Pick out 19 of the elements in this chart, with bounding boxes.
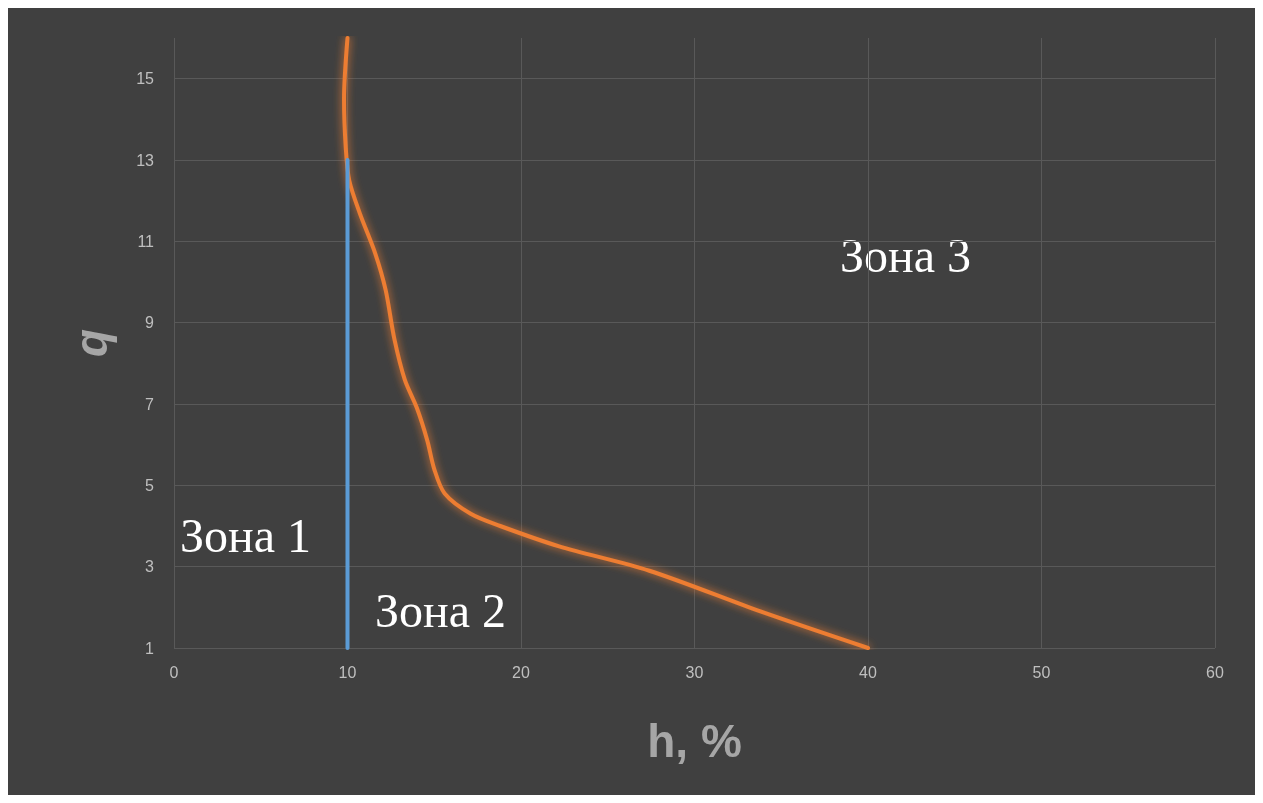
annotation: Зона 1: [180, 508, 312, 562]
x-tick-label: 20: [512, 663, 530, 681]
x-tick-label: 30: [685, 663, 704, 681]
y-tick-label: 11: [137, 232, 155, 250]
y-tick-label: 9: [145, 314, 155, 332]
x-tick-label: 10: [338, 663, 357, 681]
y-tick-label: 7: [145, 395, 155, 413]
x-tick-label: 40: [859, 663, 877, 681]
x-tick-label: 60: [1206, 663, 1224, 681]
x-tick-label: 50: [1032, 663, 1051, 681]
y-tick-label: 3: [145, 558, 155, 576]
annotation: Зона 2: [375, 583, 507, 637]
x-tick-label: 0: [169, 663, 179, 681]
x-axis-title: h, %: [647, 715, 742, 767]
y-tick-label: 15: [136, 70, 155, 88]
y-axis-title: q: [65, 328, 117, 358]
y-tick-label: 5: [145, 476, 155, 494]
y-tick-label: 13: [136, 151, 155, 169]
y-tick-label: 1: [145, 639, 155, 657]
